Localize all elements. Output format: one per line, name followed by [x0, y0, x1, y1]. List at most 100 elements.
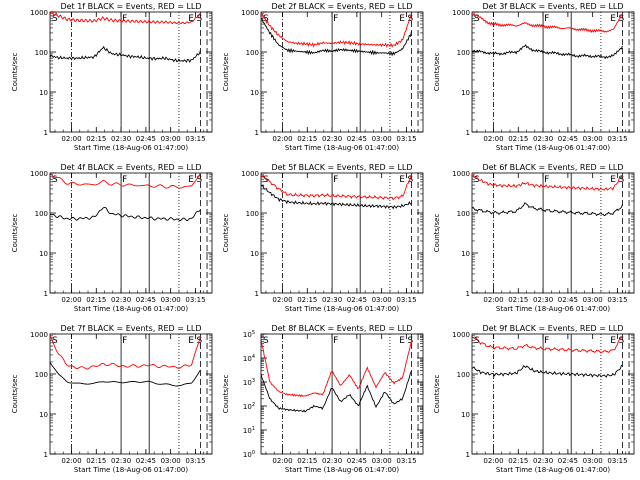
y-tick-label: 1	[466, 129, 470, 137]
x-tick-label: 02:30	[533, 457, 553, 465]
marker-label-s: S	[474, 336, 480, 346]
marker-label-s: S	[52, 14, 58, 24]
y-tick-label: 1000	[241, 170, 259, 178]
series-line-events	[471, 202, 623, 217]
marker-label-s: S	[52, 175, 58, 185]
y-tick-label: 10	[39, 411, 48, 419]
x-tick-label: 03:15	[607, 296, 627, 304]
chart-title: Det 9f BLACK = Events, RED = LLD	[482, 324, 623, 333]
x-axis-label: Start Time (18-Aug-06 01:47:00)	[74, 144, 188, 152]
chart-title: Det 4f BLACK = Events, RED = LLD	[60, 163, 201, 172]
y-tick-label: 104	[243, 354, 255, 363]
marker-label-e: E	[610, 336, 616, 346]
marker-label-e: E	[399, 14, 405, 24]
x-tick-label: 02:30	[322, 457, 342, 465]
marker-label-e: E	[188, 175, 194, 185]
x-axis-label: Start Time (18-Aug-06 01:47:00)	[285, 466, 399, 474]
plot-frame	[49, 172, 213, 294]
x-axis-label: Start Time (18-Aug-06 01:47:00)	[496, 144, 610, 152]
series-line-events	[49, 362, 201, 387]
marker-label-s: S	[52, 336, 58, 346]
chart-title: Det 5f BLACK = Events, RED = LLD	[271, 163, 412, 172]
plot-frame	[471, 11, 635, 133]
y-tick-label: 10	[39, 89, 48, 97]
marker-label-e: E	[188, 336, 194, 346]
x-tick-label: 02:00	[483, 457, 503, 465]
y-tick-label: 10	[39, 250, 48, 258]
y-tick-label: 10	[461, 89, 470, 97]
x-tick-label: 02:15	[86, 457, 106, 465]
x-axis-label: Start Time (18-Aug-06 01:47:00)	[285, 144, 399, 152]
y-tick-label: 10	[461, 411, 470, 419]
x-tick-label: 03:00	[161, 457, 181, 465]
marker-label-s: S	[618, 175, 624, 185]
series-line-lld	[471, 13, 623, 34]
x-tick-label: 02:00	[61, 457, 81, 465]
x-tick-label: 03:15	[396, 457, 416, 465]
marker-label-e: E	[610, 14, 616, 24]
marker-label-s: S	[263, 14, 269, 24]
y-tick-label: 1000	[452, 9, 470, 17]
x-axis-label: Start Time (18-Aug-06 01:47:00)	[74, 466, 188, 474]
x-tick-label: 02:45	[558, 457, 578, 465]
y-tick-label: 1	[44, 290, 48, 298]
x-tick-label: 02:30	[533, 135, 553, 143]
marker-label-f: F	[122, 175, 127, 185]
marker-label-f: F	[333, 175, 338, 185]
x-tick-label: 02:45	[136, 135, 156, 143]
series-line-events	[260, 185, 412, 210]
marker-label-s: S	[407, 14, 413, 24]
marker-label-f: F	[544, 336, 549, 346]
x-tick-label: 02:00	[483, 296, 503, 304]
y-tick-label: 1000	[452, 331, 470, 339]
series-line-lld	[49, 10, 201, 25]
x-tick-label: 03:15	[185, 457, 205, 465]
plot-frame	[49, 333, 213, 455]
x-axis-label: Start Time (18-Aug-06 01:47:00)	[496, 305, 610, 313]
chart-panel-4: Det 4f BLACK = Events, RED = LLD 1 10 100 10…	[11, 163, 213, 313]
y-tick-label: 1	[44, 129, 48, 137]
chart-title: Det 8f BLACK = Events, RED = LLD	[271, 324, 412, 333]
y-axis-label: Counts/sec	[433, 214, 441, 253]
chart-title: Det 1f BLACK = Events, RED = LLD	[60, 2, 201, 11]
x-tick-label: 02:00	[483, 135, 503, 143]
y-tick-label: 100	[457, 49, 470, 57]
x-tick-label: 02:45	[136, 457, 156, 465]
x-tick-label: 03:15	[607, 457, 627, 465]
y-axis-label: Counts/sec	[433, 53, 441, 92]
plot-frame	[471, 333, 635, 455]
chart-title: Det 7f BLACK = Events, RED = LLD	[60, 324, 201, 333]
marker-label-s: S	[196, 14, 202, 24]
chart-panel-6: Det 6f BLACK = Events, RED = LLD 1 10 100 10…	[433, 163, 635, 313]
y-axis-label: Counts/sec	[433, 375, 441, 414]
x-tick-label: 03:00	[583, 296, 603, 304]
plot-frame	[260, 333, 424, 455]
x-tick-label: 02:45	[347, 296, 367, 304]
marker-label-s: S	[618, 14, 624, 24]
marker-label-f: F	[122, 14, 127, 24]
y-tick-label: 100	[35, 210, 48, 218]
chart-panel-1: Det 1f BLACK = Events, RED = LLD 1 10 100 10…	[11, 2, 213, 152]
series-line-events	[260, 18, 412, 57]
x-tick-label: 02:30	[533, 296, 553, 304]
y-tick-label: 1	[466, 290, 470, 298]
y-tick-label: 102	[243, 402, 255, 411]
series-line-lld	[260, 338, 412, 398]
x-tick-label: 02:45	[558, 135, 578, 143]
x-tick-label: 02:45	[136, 296, 156, 304]
x-tick-label: 02:00	[272, 457, 292, 465]
x-tick-label: 02:15	[297, 135, 317, 143]
series-line-events	[471, 44, 623, 60]
plot-frame	[49, 11, 213, 133]
x-tick-label: 02:45	[558, 296, 578, 304]
series-line-events	[49, 206, 201, 222]
chart-panel-7: Det 7f BLACK = Events, RED = LLD 1 10 100 10…	[11, 324, 213, 474]
chart-title: Det 6f BLACK = Events, RED = LLD	[482, 163, 623, 172]
x-tick-label: 02:30	[322, 296, 342, 304]
x-tick-label: 03:15	[396, 296, 416, 304]
y-tick-label: 100	[35, 49, 48, 57]
x-tick-label: 03:00	[372, 135, 392, 143]
y-tick-label: 1	[255, 290, 259, 298]
marker-label-e: E	[188, 14, 194, 24]
x-tick-label: 03:15	[185, 135, 205, 143]
